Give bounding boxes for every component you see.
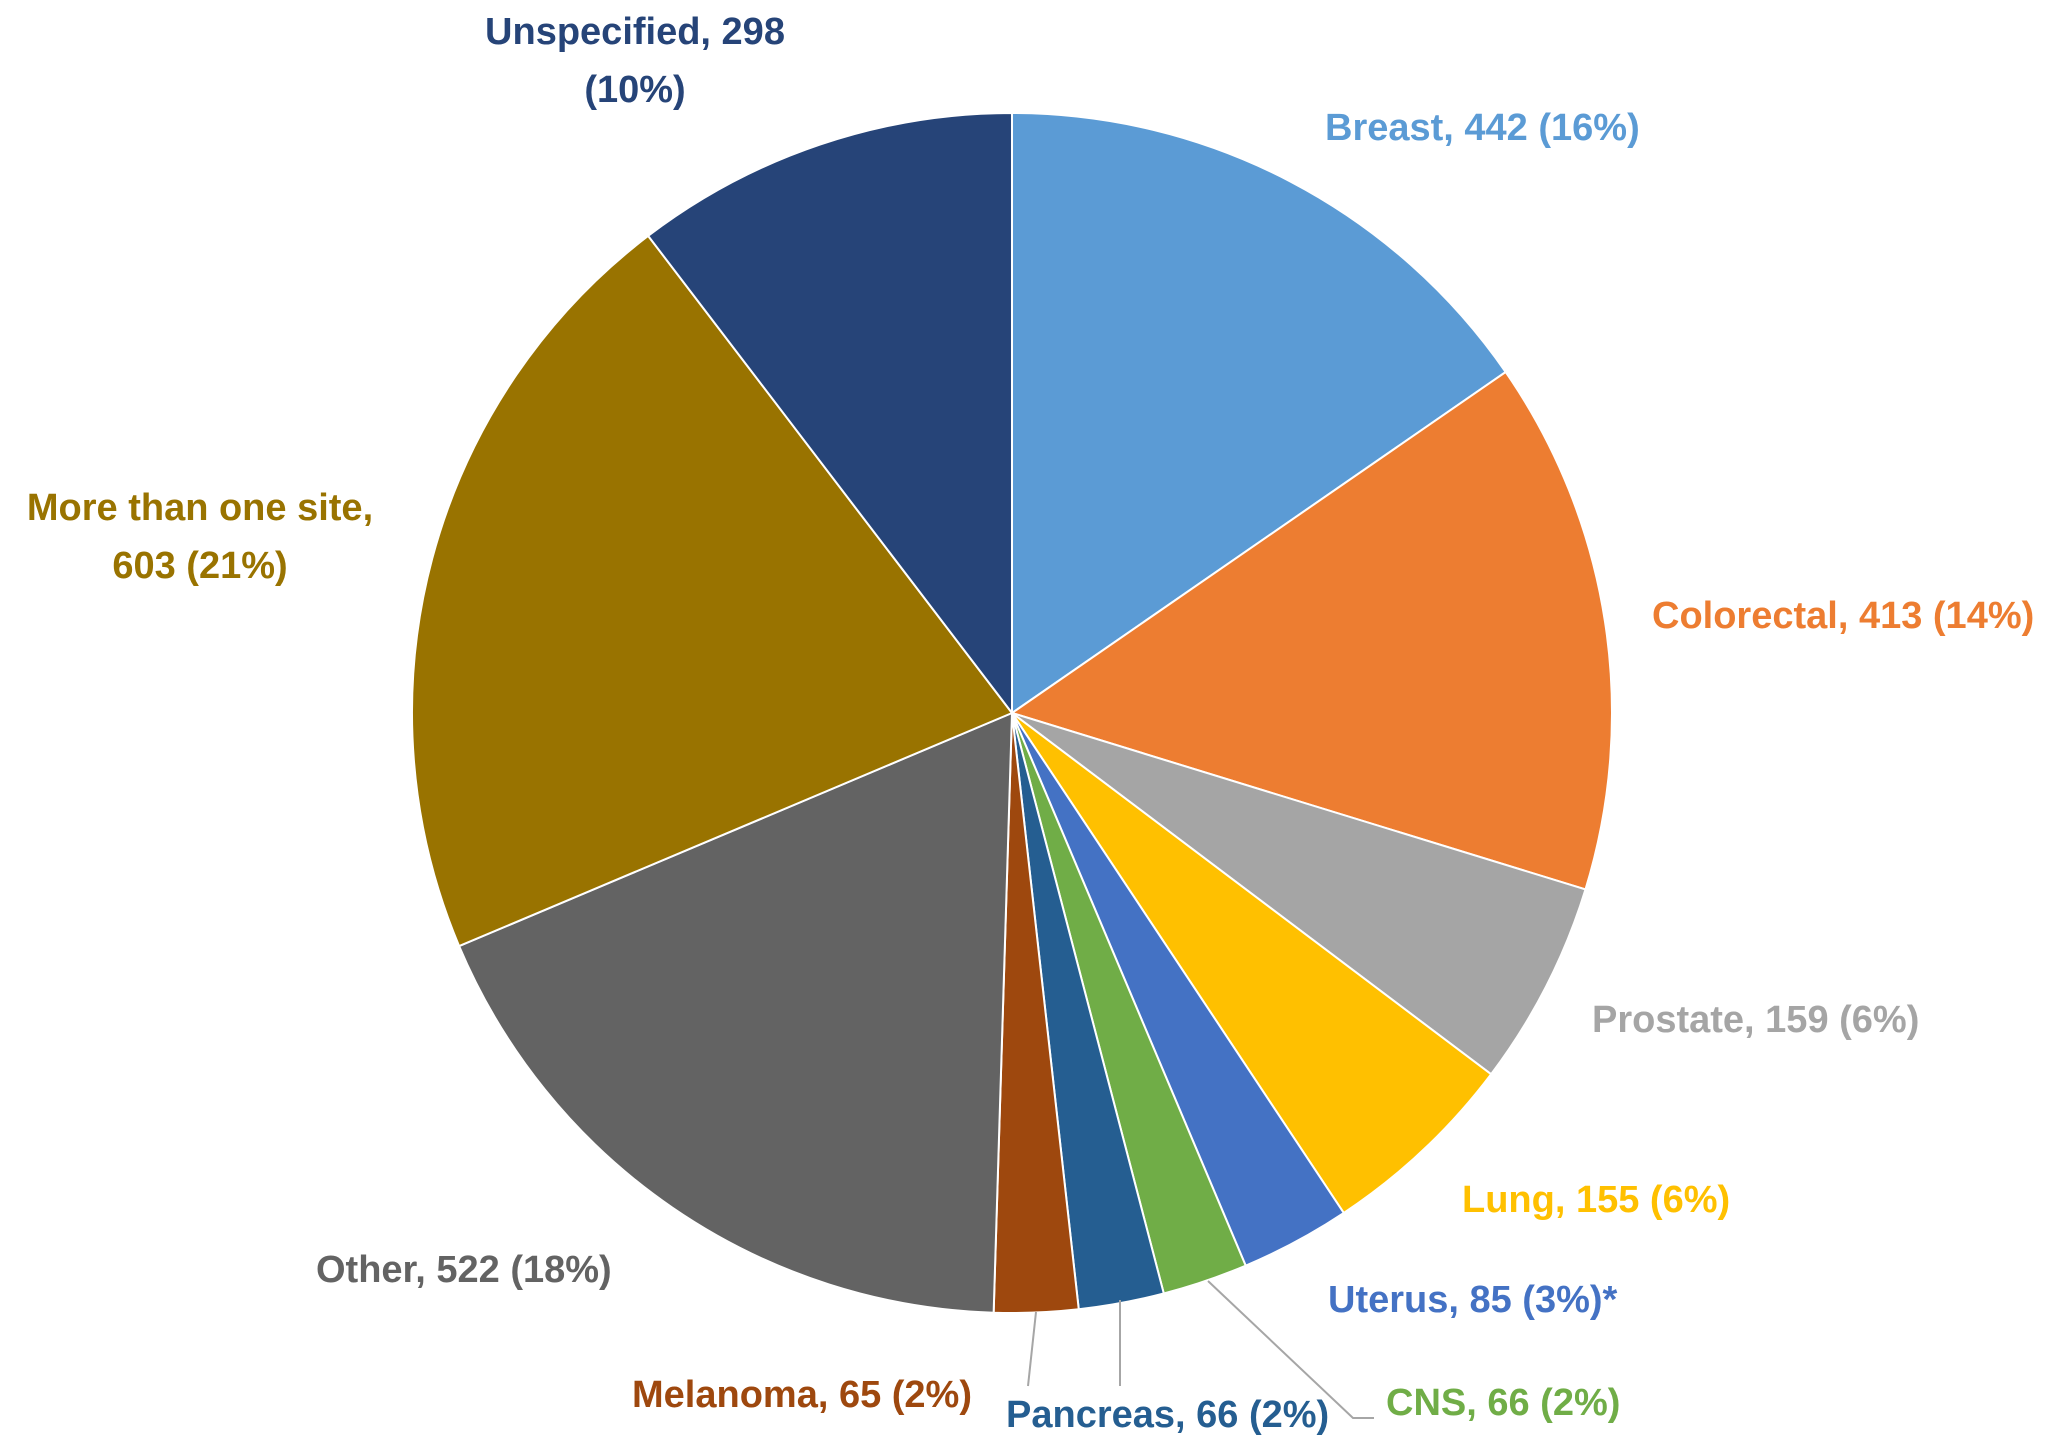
label-lung: Lung, 155 (6%): [1462, 1179, 1730, 1221]
label-unspecified: Unspecified, 298 (10%): [485, 11, 785, 111]
label-pancreas: Pancreas, 66 (2%): [1006, 1394, 1329, 1436]
slice-lung: [1011, 712, 1493, 1215]
slice-more-than-one-site: [411, 234, 1014, 948]
label-breast: Breast, 442 (16%): [1325, 107, 1640, 149]
label-uterus: Uterus, 85 (3%)*: [1328, 1279, 1618, 1321]
slice-unspecified: [646, 111, 1013, 716]
pie-slices: [411, 111, 1613, 1314]
leader-melanoma: [1027, 1311, 1037, 1387]
slice-labels: Breast, 442 (16%) Colorectal, 413 (14%) Pr…: [27, 11, 2034, 1436]
label-other: Other, 522 (18%): [316, 1249, 612, 1291]
label-colorectal: Colorectal, 413 (14%): [1652, 595, 2034, 637]
slice-breast: [1011, 111, 1508, 715]
slice-colorectal: [1009, 370, 1613, 891]
label-cns: CNS, 66 (2%): [1386, 1382, 1620, 1424]
slice-other: [457, 711, 1014, 1314]
label-more-than-one-site: More than one site, 603 (21%): [27, 487, 373, 587]
leader-cns: [1207, 1280, 1374, 1419]
label-melanoma: Melanoma, 65 (2%): [632, 1374, 972, 1416]
leader-lines: [1027, 1280, 1374, 1419]
label-prostate: Prostate, 159 (6%): [1592, 999, 1919, 1041]
slice-prostate: [1011, 712, 1587, 1076]
